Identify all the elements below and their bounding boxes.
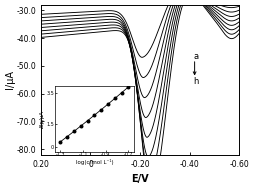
Y-axis label: I/μA: I/μA [5, 70, 15, 89]
X-axis label: E/V: E/V [131, 174, 149, 184]
Text: a: a [193, 52, 199, 61]
Text: h: h [193, 77, 199, 86]
